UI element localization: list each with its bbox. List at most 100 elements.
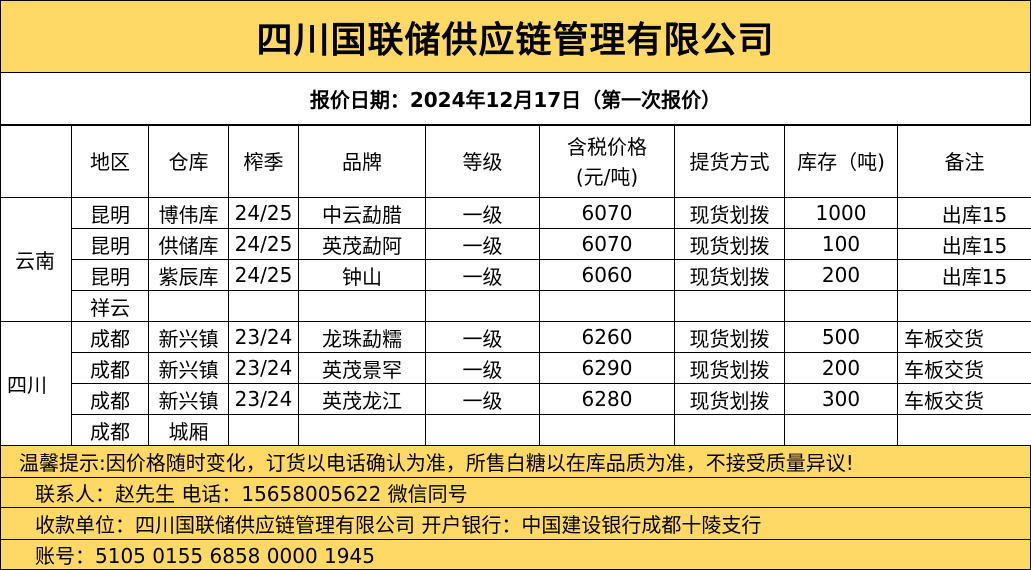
brand-cell: 中云勐腊 — [298, 197, 426, 229]
price-cell: 6070 — [539, 197, 675, 229]
grade-cell — [425, 414, 540, 446]
header-season: 榨季 — [228, 125, 299, 198]
grade-cell: 一级 — [425, 197, 540, 229]
price-cell: 6280 — [539, 383, 675, 415]
season-cell: 24/25 — [228, 197, 299, 229]
warehouse-cell — [148, 290, 229, 322]
header-brand: 品牌 — [298, 125, 426, 198]
warehouse-cell: 城厢 — [148, 414, 229, 446]
header-region: 地区 — [71, 125, 149, 198]
warehouse-cell: 新兴镇 — [148, 352, 229, 384]
grade-cell: 一级 — [425, 228, 540, 260]
stock-cell — [784, 414, 898, 446]
contact-row: 联系人：赵先生 电话：15658005622 微信同号 — [0, 478, 1031, 508]
region-cell: 昆明 — [71, 197, 149, 229]
header-price-line2: (元/吨) — [575, 164, 639, 189]
delivery-cell: 现货划拨 — [674, 197, 785, 229]
table-row: 昆明 供储库 24/25 英茂勐阿 一级 6070 现货划拨 100 出库15 — [1, 228, 1031, 260]
brand-cell — [298, 414, 426, 446]
header-remark: 备注 — [897, 125, 1031, 198]
delivery-cell: 现货划拨 — [674, 259, 785, 291]
header-row: 地区 仓库 榨季 品牌 等级 含税价格 (元/吨) 提货方式 库存（吨) 备注 — [0, 125, 1031, 198]
header-blank — [0, 125, 72, 198]
season-cell: 23/24 — [228, 352, 299, 384]
brand-cell — [298, 290, 426, 322]
delivery-cell: 现货划拨 — [674, 321, 785, 353]
table-row: 祥云 — [1, 290, 1031, 322]
stock-cell — [784, 290, 898, 322]
remark-cell — [897, 290, 1031, 322]
price-cell: 6070 — [539, 228, 675, 260]
warehouse-cell: 供储库 — [148, 228, 229, 260]
grade-cell: 一级 — [425, 352, 540, 384]
stock-cell: 300 — [784, 383, 898, 415]
price-cell: 6260 — [539, 321, 675, 353]
warehouse-cell: 新兴镇 — [148, 321, 229, 353]
header-price-line1: 含税价格 — [567, 134, 647, 159]
grade-cell — [425, 290, 540, 322]
price-cell — [539, 290, 675, 322]
table-row: 成都 城厢 — [1, 414, 1031, 446]
season-cell: 24/25 — [228, 259, 299, 291]
region-cell: 成都 — [71, 383, 149, 415]
price-cell: 6290 — [539, 352, 675, 384]
table-row: 四川 成都 新兴镇 23/24 龙珠勐糯 一级 6260 现货划拨 500 车板交货 — [0, 321, 1031, 446]
remark-cell: 车板交货 — [897, 352, 1031, 384]
stock-cell: 100 — [784, 228, 898, 260]
delivery-cell: 现货划拨 — [674, 383, 785, 415]
header-grade: 等级 — [425, 125, 540, 198]
brand-cell: 英茂景罕 — [298, 352, 426, 384]
table-row: 昆明 紫辰库 24/25 钟山 一级 6060 现货划拨 200 出库15 — [1, 259, 1031, 291]
delivery-cell — [674, 414, 785, 446]
table-row: 成都 新兴镇 23/24 英茂景罕 一级 6290 现货划拨 200 车板交货 — [1, 352, 1031, 384]
region-cell: 昆明 — [71, 228, 149, 260]
stock-cell: 200 — [784, 352, 898, 384]
remark-cell: 出库15 — [897, 259, 1031, 291]
province-cell: 云南 — [0, 197, 72, 322]
season-cell: 23/24 — [228, 383, 299, 415]
stock-cell: 1000 — [784, 197, 898, 229]
delivery-cell — [674, 290, 785, 322]
price-cell — [539, 414, 675, 446]
price-table: 地区 仓库 榨季 品牌 等级 含税价格 (元/吨) 提货方式 库存（吨) 备注 云… — [0, 125, 1031, 446]
brand-cell: 英茂勐阿 — [298, 228, 426, 260]
region-cell: 昆明 — [71, 259, 149, 291]
header-stock: 库存（吨) — [784, 125, 898, 198]
remark-cell — [897, 414, 1031, 446]
season-cell — [228, 290, 299, 322]
company-title: 四川国联储供应链管理有限公司 — [0, 0, 1031, 73]
table-row: 云南 昆明 博伟库 24/25 中云勐腊 一级 6070 现货划拨 1000 出库15 — [0, 197, 1031, 322]
season-cell: 24/25 — [228, 228, 299, 260]
delivery-cell: 现货划拨 — [674, 352, 785, 384]
remark-cell: 车板交货 — [897, 321, 1031, 353]
region-cell: 祥云 — [71, 290, 149, 322]
remark-cell: 出库15 — [897, 197, 1031, 229]
stock-cell: 200 — [784, 259, 898, 291]
payee-row: 收款单位：四川国联储供应链管理有限公司 开户银行：中国建设银行成都十陵支行 — [0, 508, 1031, 540]
header-price: 含税价格 (元/吨) — [539, 125, 675, 198]
grade-cell: 一级 — [425, 321, 540, 353]
warehouse-cell: 紫辰库 — [148, 259, 229, 291]
header-warehouse: 仓库 — [148, 125, 229, 198]
remark-cell: 车板交货 — [897, 383, 1031, 415]
region-cell: 成都 — [71, 414, 149, 446]
season-cell: 23/24 — [228, 321, 299, 353]
account-row: 账号：5105 0155 6858 0000 1945 — [0, 540, 1031, 570]
brand-cell: 钟山 — [298, 259, 426, 291]
header-delivery: 提货方式 — [674, 125, 785, 198]
season-cell — [228, 414, 299, 446]
warehouse-cell: 新兴镇 — [148, 383, 229, 415]
price-cell: 6060 — [539, 259, 675, 291]
grade-cell: 一级 — [425, 383, 540, 415]
region-cell: 成都 — [71, 321, 149, 353]
notice-row: 温馨提示:因价格随时变化，订货以电话确认为准，所售白糖以在库品质为准，不接受质量… — [0, 446, 1031, 478]
stock-cell: 500 — [784, 321, 898, 353]
province-cell: 四川 — [0, 321, 72, 446]
delivery-cell: 现货划拨 — [674, 228, 785, 260]
brand-cell: 英茂龙江 — [298, 383, 426, 415]
remark-cell: 出库15 — [897, 228, 1031, 260]
grade-cell: 一级 — [425, 259, 540, 291]
quote-date: 报价日期：2024年12月17日（第一次报价） — [0, 72, 1031, 125]
warehouse-cell: 博伟库 — [148, 197, 229, 229]
